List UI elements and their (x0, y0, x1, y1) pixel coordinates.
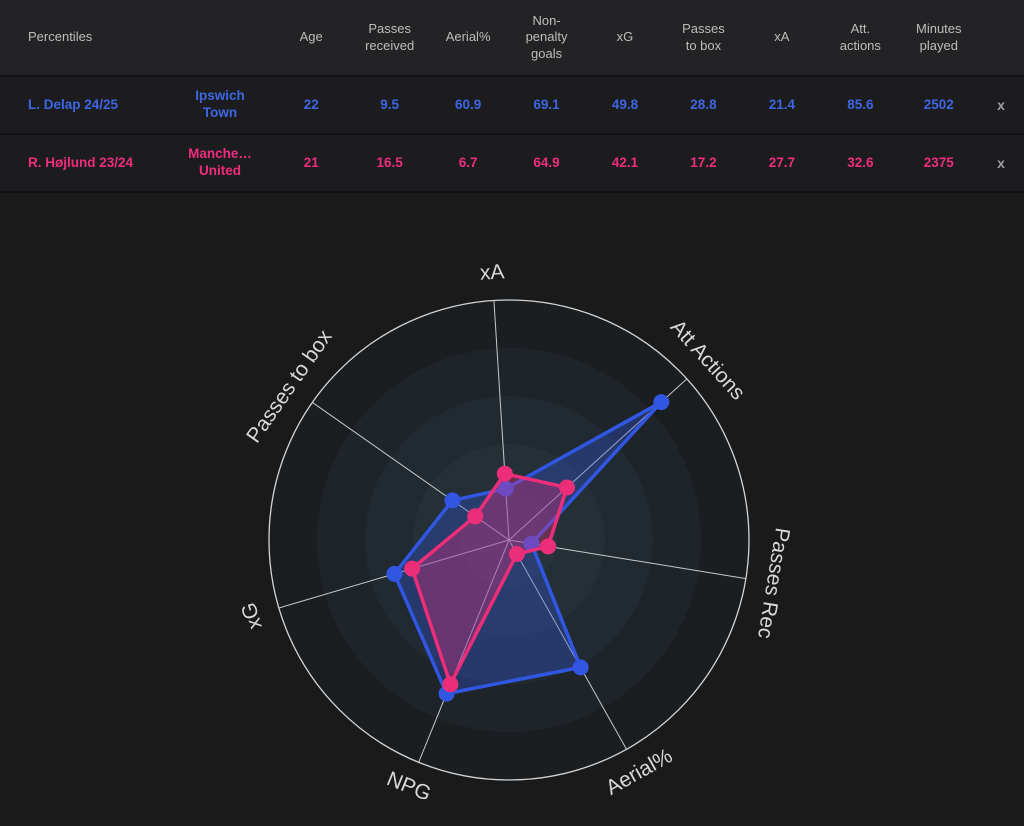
header-percentiles: Percentiles (28, 29, 93, 45)
radar-point-hojlund (559, 479, 575, 496)
radar-point-hojlund (508, 546, 525, 562)
header-metric: Passes to box (682, 21, 725, 53)
radar-point-delap (444, 492, 461, 509)
radar-point-delap (653, 394, 670, 411)
metric-value: 6.7 (458, 154, 478, 170)
radar-axis-label: NPG (383, 767, 434, 805)
radar-point-hojlund (540, 538, 557, 555)
header-metric: Minutes played (916, 21, 962, 53)
metric-value: 16.5 (376, 154, 403, 170)
metric-value: 69.1 (533, 96, 560, 112)
player-team: Ipswich Town (195, 88, 245, 120)
metric-value: 17.2 (690, 154, 717, 170)
radar-chart-area: xA Att Actions Passes Rec Aerial% NPG xG Passe… (0, 193, 1024, 824)
player-team: Manche… United (188, 146, 252, 178)
header-metric: Att. actions (839, 21, 881, 53)
metric-value: 42.1 (611, 154, 639, 170)
metric-value: 60.9 (454, 96, 482, 112)
player-row: L. Delap 24/25 Ipswich Town 22 9.5 60.9 69.1 4… (0, 75, 1024, 133)
metric-value: 32.6 (847, 154, 874, 170)
metric-value: 28.8 (690, 96, 717, 112)
header-metric: Non- penalty goals (525, 13, 568, 61)
remove-player-button[interactable]: x (978, 155, 1024, 171)
radar-axis-line (493, 300, 510, 541)
radar-series-hojlund (410, 471, 569, 687)
remove-player-button[interactable]: x (978, 97, 1024, 113)
radar-point-delap (497, 480, 514, 497)
player-row: R. Højlund 23/24 Manche… United 21 16.5 6.7 6… (0, 133, 1024, 193)
metric-value: 85.6 (847, 96, 874, 112)
metric-value: 21 (303, 154, 319, 170)
radar-axis-label: xG (237, 600, 267, 632)
radar-outer-circle (268, 299, 750, 781)
radar-axis-label: xA (479, 260, 505, 284)
metric-value: 27.7 (768, 154, 796, 170)
radar-point-hojlund (404, 560, 421, 577)
radar-point-hojlund (467, 508, 484, 525)
header-metric: xG (616, 29, 634, 45)
header-metric: Passes received (365, 21, 415, 53)
radar-point-hojlund (442, 676, 459, 693)
header-metric: Age (299, 29, 323, 45)
radar-point-delap (572, 659, 589, 676)
radar-axis-label: Passes Rec (753, 526, 794, 640)
metric-value: 49.8 (611, 96, 639, 112)
radar-point-hojlund (496, 465, 513, 482)
metric-value: 2502 (923, 96, 954, 112)
metric-value: 64.9 (533, 154, 560, 170)
metric-value: 21.4 (768, 96, 796, 112)
radar-axis-line (418, 539, 510, 763)
percentiles-table: Percentiles Age Passes received Aerial% Non… (0, 0, 1024, 193)
radar-axis-line (508, 539, 627, 750)
player-name: L. Delap 24/25 (28, 96, 119, 112)
table-header-row: Percentiles Age Passes received Aerial% Non… (0, 0, 1024, 75)
player-name: R. Højlund 23/24 (28, 154, 134, 170)
metric-value: 2375 (923, 154, 954, 170)
header-metric: xA (774, 29, 790, 45)
header-metric: Aerial% (445, 29, 491, 45)
metric-value: 9.5 (380, 96, 400, 112)
radar-point-delap (386, 565, 403, 582)
metric-value: 22 (303, 96, 319, 112)
